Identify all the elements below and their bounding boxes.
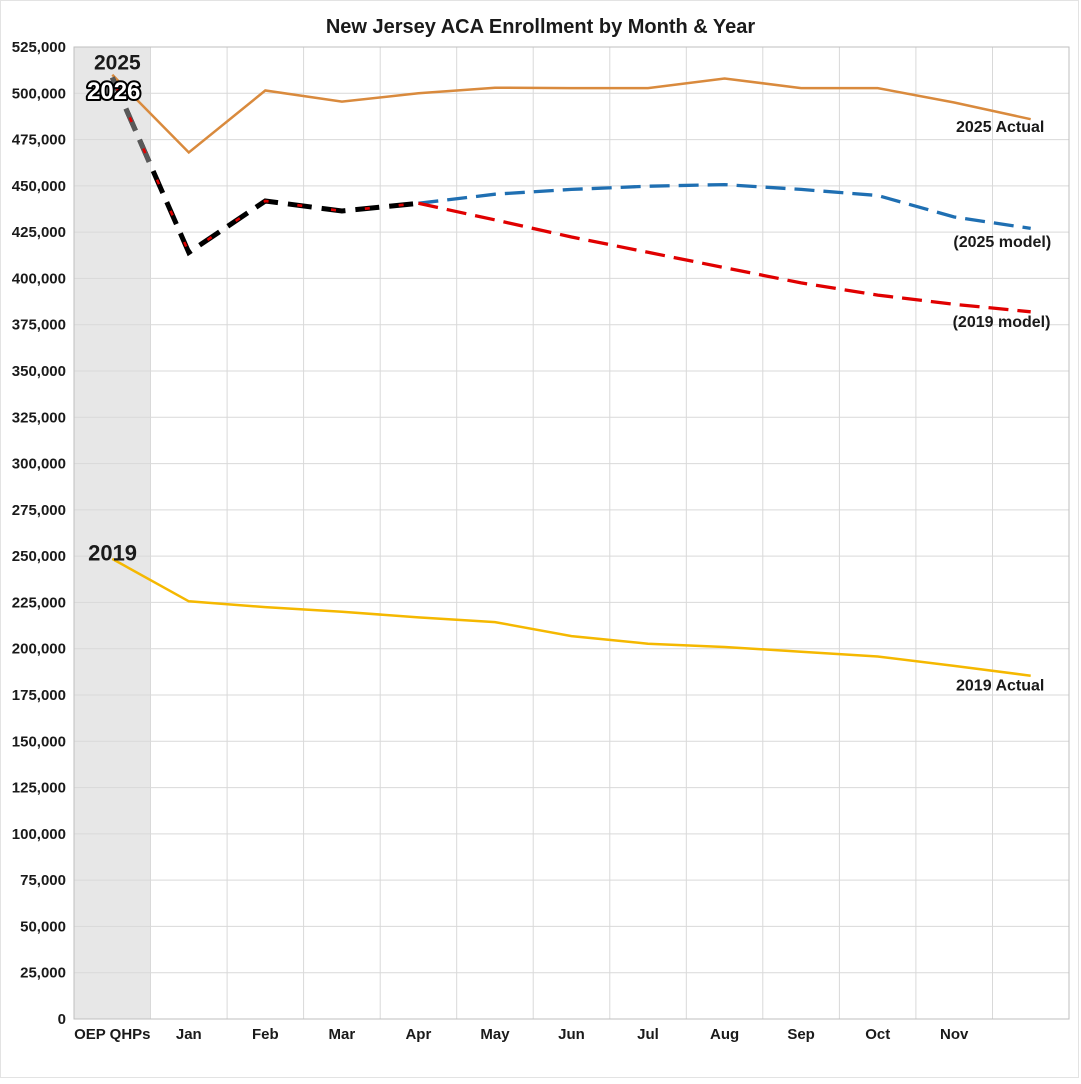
svg-text:150,000: 150,000: [12, 733, 66, 750]
svg-text:May: May: [480, 1026, 510, 1043]
svg-text:25,000: 25,000: [20, 965, 66, 982]
svg-text:2019 Actual: 2019 Actual: [956, 678, 1044, 695]
svg-text:Jun: Jun: [558, 1026, 585, 1043]
svg-text:500,000: 500,000: [12, 85, 66, 102]
svg-text:175,000: 175,000: [12, 687, 66, 704]
svg-text:2026: 2026: [87, 78, 140, 105]
svg-text:0: 0: [58, 1011, 66, 1028]
svg-text:100,000: 100,000: [12, 826, 66, 843]
svg-text:Aug: Aug: [710, 1026, 739, 1043]
svg-text:475,000: 475,000: [12, 132, 66, 149]
svg-text:450,000: 450,000: [12, 178, 66, 195]
svg-text:Mar: Mar: [329, 1026, 356, 1043]
svg-text:Nov: Nov: [940, 1026, 969, 1043]
svg-text:125,000: 125,000: [12, 780, 66, 797]
svg-text:200,000: 200,000: [12, 641, 66, 658]
svg-text:375,000: 375,000: [12, 317, 66, 334]
svg-text:Feb: Feb: [252, 1026, 279, 1043]
svg-text:525,000: 525,000: [12, 39, 66, 56]
svg-text:2025 Actual: 2025 Actual: [956, 119, 1044, 136]
svg-text:(2019 model): (2019 model): [953, 314, 1051, 331]
svg-text:Jan: Jan: [176, 1026, 202, 1043]
svg-text:(2025 model): (2025 model): [953, 234, 1051, 251]
svg-text:Sep: Sep: [787, 1026, 815, 1043]
svg-text:Apr: Apr: [405, 1026, 431, 1043]
svg-text:Jul: Jul: [637, 1026, 659, 1043]
svg-text:425,000: 425,000: [12, 224, 66, 241]
svg-text:75,000: 75,000: [20, 872, 66, 889]
svg-text:400,000: 400,000: [12, 270, 66, 287]
svg-text:OEP QHPs: OEP QHPs: [74, 1026, 150, 1043]
svg-text:2019: 2019: [88, 541, 137, 566]
svg-text:300,000: 300,000: [12, 456, 66, 473]
svg-text:225,000: 225,000: [12, 594, 66, 611]
svg-text:275,000: 275,000: [12, 502, 66, 519]
svg-text:350,000: 350,000: [12, 363, 66, 380]
svg-text:Oct: Oct: [865, 1026, 890, 1043]
svg-text:325,000: 325,000: [12, 409, 66, 426]
svg-text:50,000: 50,000: [20, 918, 66, 935]
svg-text:250,000: 250,000: [12, 548, 66, 565]
svg-text:2025: 2025: [94, 52, 141, 75]
